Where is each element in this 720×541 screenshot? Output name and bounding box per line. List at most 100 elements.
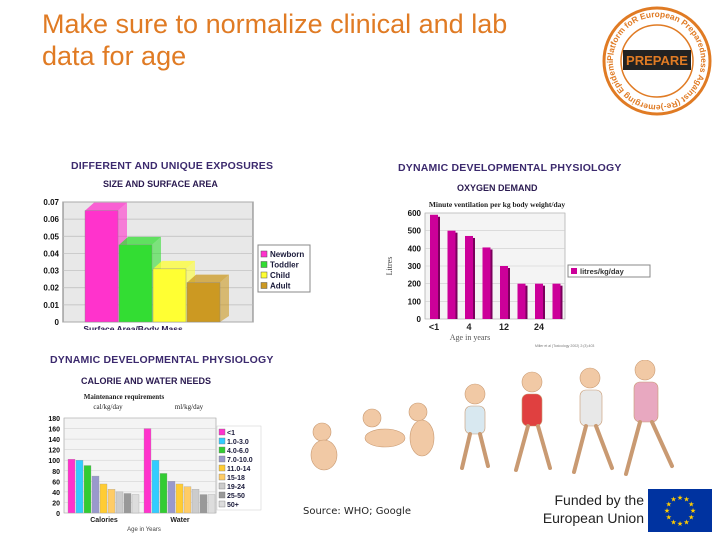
chart1-bar-top	[187, 274, 229, 283]
chart3-legend-swatch	[218, 473, 226, 481]
chart2-bar	[552, 283, 561, 319]
chart1-ytick: 0.07	[43, 198, 59, 207]
eu-flag-icon: ★★★★★★★★★ ★ ★★	[648, 489, 712, 532]
chart1-bar-side	[220, 274, 229, 322]
chart2-bar	[535, 283, 543, 319]
chart3-bar	[175, 483, 184, 514]
chart3-bar	[207, 494, 216, 514]
chart3-legend-swatch	[218, 491, 226, 499]
chart2-bar	[482, 247, 491, 319]
eu-flag-star: ★	[670, 496, 676, 504]
prepare-logo-icon: Platform foR European Preparedness Again…	[599, 0, 712, 116]
chart3-ytick: 80	[52, 469, 60, 476]
eu-flag-star: ★	[688, 501, 694, 509]
chart2-legend	[567, 264, 651, 278]
chart1-legend-swatch	[260, 271, 268, 279]
chart3-bar	[115, 491, 124, 514]
chart3-bar	[167, 481, 176, 514]
chart1-legend-label: Newborn	[270, 250, 304, 259]
chart2-xtick: 24	[534, 322, 544, 332]
chart3-ytick: 160	[48, 427, 60, 434]
eu-flag-star: ★	[683, 518, 689, 526]
chart3-unit-cal: cal/kg/day	[93, 403, 123, 411]
chart3-ytick: 40	[52, 490, 60, 497]
chart3-ytick: 100	[48, 458, 60, 465]
chart2-bar-shadow	[455, 232, 458, 319]
chart3-bar	[83, 465, 92, 514]
chart1-legend-label: Adult	[270, 282, 291, 291]
chart3-bar	[191, 489, 200, 514]
chart2-xtick: 4	[466, 322, 471, 332]
eu-flag-star: ★	[690, 507, 696, 515]
chart1-bar	[186, 282, 221, 323]
chart2-bar	[430, 214, 438, 319]
chart3-plot-title: Maintenance requirements	[84, 393, 165, 401]
title-line-1: Make sure to normalize clinical and lab	[42, 9, 508, 39]
chart2-subtitle: OXYGEN DEMAND	[457, 183, 538, 193]
chart3-ytick: 140	[48, 437, 60, 444]
chart1-subtitle: SIZE AND SURFACE AREA	[103, 179, 218, 189]
chart3: Maintenance requirements cal/kg/day ml/kg/…	[30, 388, 295, 536]
chart2-citation: Miller et al (Toxicology 2002) 2:(3):403	[535, 344, 594, 348]
chart3-legend-label: 11.0-14	[227, 466, 250, 473]
chart2-legend-label: litres/kg/day	[580, 267, 625, 276]
chart3-bar	[143, 428, 152, 514]
eu-flag-field	[648, 489, 712, 532]
chart3-legend-label: <1	[227, 430, 235, 437]
chart3-bar	[107, 489, 116, 514]
eu-flag-star: ★	[666, 514, 672, 522]
chart2-xtick: 12	[499, 322, 509, 332]
eu-flag-star: ★	[688, 514, 694, 522]
chart3-legend-label: 4.0-6.0	[227, 448, 249, 455]
funding-note: Funded by the European Union	[520, 491, 644, 527]
chart1-title: DIFFERENT AND UNIQUE EXPOSURES	[71, 160, 274, 172]
child-growth-photo-icon	[310, 359, 674, 476]
chart2-ytick: 0	[417, 315, 422, 324]
chart2-xtick: <1	[429, 322, 439, 332]
chart3-legend-label: 1.0-3.0	[227, 439, 249, 446]
chart2-bar-shadow	[438, 216, 440, 319]
logo-wordmark: PREPARE	[626, 53, 688, 68]
chart1-bar	[152, 268, 187, 323]
chart3-legend-swatch	[218, 428, 226, 436]
chart3-xtick: Calories	[90, 517, 118, 524]
eu-flag: ★ ★ ★ ★ ★ ★ ★ ★ ★ ★ ★ ★	[648, 489, 712, 532]
chart3-ytick: 180	[48, 416, 60, 423]
title-line-2: data for age	[42, 41, 187, 71]
chart1-legend-swatch	[260, 250, 268, 258]
chart1-bar	[84, 210, 119, 323]
chart3-bar	[199, 494, 208, 514]
chart3-legend-label: 50+	[227, 502, 239, 509]
funding-line-1: Funded by the	[554, 492, 644, 508]
chart3-title: DYNAMIC DEVELOPMENTAL PHYSIOLOGY	[50, 354, 274, 366]
prepare-logo: Platform foR European Preparedness Again…	[599, 0, 713, 117]
eu-flag-star: ★	[664, 507, 670, 515]
chart1-legend-swatch	[260, 261, 268, 268]
chart3-ytick: 0	[56, 511, 60, 518]
chart3-bar	[183, 486, 192, 514]
chart2-bar-shadow	[490, 249, 493, 319]
chart3-xlabel: Age in Years	[127, 527, 161, 533]
chart2-ytick: 500	[408, 227, 422, 236]
chart2-ytick: 200	[408, 280, 422, 289]
chart2-bar-shadow	[473, 237, 475, 319]
chart3-legend-label: 15-18	[227, 475, 245, 482]
chart3-legend-swatch	[218, 482, 226, 490]
chart2-xlabel: Age in years	[450, 333, 490, 342]
chart3-legend-label: 25-50	[227, 493, 245, 500]
chart2-ytick: 400	[408, 244, 422, 253]
chart1-ytick: 0.02	[43, 284, 59, 293]
eu-flag-star: ★	[683, 496, 689, 504]
chart1-ytick: 0.03	[43, 267, 59, 276]
chart2-legend-swatch	[571, 268, 577, 274]
chart1-ytick: 0.01	[43, 301, 59, 310]
chart3-bar	[99, 483, 108, 514]
chart3-legend-swatch	[218, 446, 226, 454]
chart3-ytick: 60	[52, 479, 60, 486]
surface-area-chart: 0 0.01 0.02 0.03 0.04 0.05 0.06 0.07 Surface Are…	[43, 198, 311, 334]
chart1-ytick: 0	[55, 318, 60, 327]
chart2-bar-shadow	[543, 285, 545, 319]
chart1-bar-top	[119, 236, 161, 245]
chart3-bar	[159, 473, 168, 514]
chart1-bar-top	[153, 260, 195, 269]
